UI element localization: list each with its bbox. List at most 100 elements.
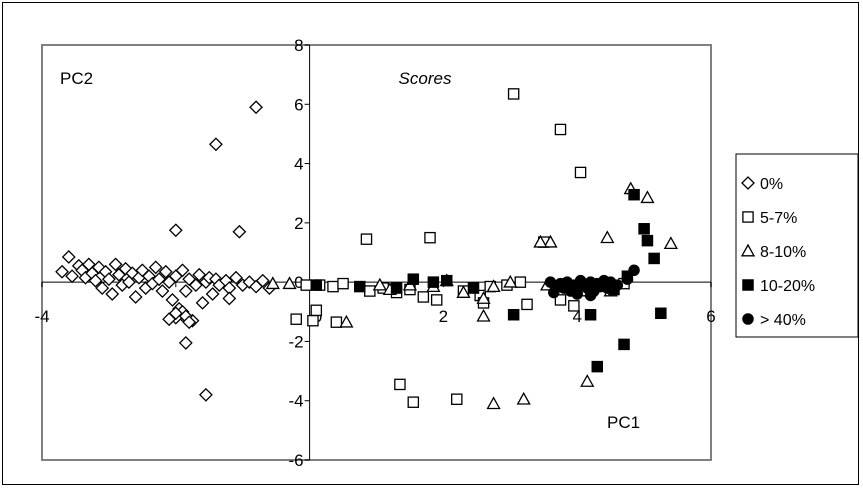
data-point — [360, 233, 373, 245]
data-point — [178, 335, 193, 350]
data-point — [327, 280, 339, 293]
data-point — [584, 289, 597, 302]
data-point — [307, 314, 319, 327]
data-point — [155, 284, 170, 298]
data-point — [55, 264, 69, 279]
y-tick-label: 8 — [294, 36, 303, 55]
legend-marker — [742, 211, 754, 223]
data-point — [168, 306, 183, 321]
data-point — [548, 286, 560, 299]
data-point — [148, 260, 163, 275]
data-point — [95, 281, 110, 295]
data-point — [158, 264, 173, 279]
data-point — [300, 279, 313, 291]
data-point — [648, 252, 660, 265]
data-point — [364, 285, 376, 297]
data-point — [205, 287, 220, 301]
data-point — [128, 290, 143, 304]
x-tick-label: 6 — [706, 307, 715, 326]
data-point — [507, 88, 520, 100]
data-point — [580, 374, 595, 387]
data-point — [521, 298, 533, 311]
legend-marker — [740, 243, 756, 257]
legend-marker — [742, 313, 754, 325]
data-point — [255, 273, 270, 288]
data-point — [182, 315, 197, 330]
data-point — [514, 276, 527, 288]
data-point — [152, 272, 166, 287]
x-axis-label: PC1 — [607, 413, 640, 432]
legend-label: 10-20% — [760, 278, 815, 295]
y-tick-label: -4 — [288, 392, 303, 411]
legend-box — [735, 153, 859, 338]
data-point — [232, 224, 247, 239]
data-point — [195, 295, 210, 310]
legend-label: > 40% — [760, 312, 806, 329]
data-point — [476, 308, 491, 322]
y-tick-label: 6 — [294, 95, 303, 114]
data-point — [554, 123, 567, 136]
data-point — [417, 291, 430, 303]
data-point — [638, 223, 650, 235]
legend-marker — [741, 176, 755, 190]
data-point — [640, 190, 655, 204]
data-point — [407, 396, 420, 408]
data-point — [430, 294, 443, 306]
data-point — [192, 267, 207, 282]
legend-label: 0% — [760, 176, 783, 193]
data-point — [222, 291, 237, 306]
legend-label: 5-7% — [760, 210, 797, 227]
data-point — [543, 234, 558, 248]
data-point — [339, 314, 354, 328]
data-point — [165, 293, 180, 307]
data-point — [507, 308, 520, 321]
chart-title: Scores — [399, 69, 452, 88]
y-axis-label: PC2 — [60, 69, 93, 88]
data-point — [503, 274, 518, 288]
data-point — [188, 278, 203, 293]
y-tick-label: -6 — [288, 451, 303, 470]
y-tick-label: 2 — [294, 214, 303, 233]
data-point — [554, 294, 567, 306]
data-point — [655, 307, 667, 320]
data-point — [61, 250, 76, 264]
data-point — [168, 223, 183, 238]
data-point — [108, 257, 123, 272]
y-tick-label: 0 — [294, 273, 303, 292]
data-point — [641, 234, 654, 247]
data-point — [88, 273, 103, 288]
data-point — [105, 287, 120, 301]
data-point — [249, 100, 263, 115]
data-point — [372, 277, 387, 291]
data-point — [663, 236, 678, 250]
data-point — [451, 393, 463, 405]
data-point — [568, 300, 580, 312]
legend-marker — [742, 279, 754, 291]
data-point — [427, 276, 440, 288]
data-point — [621, 273, 634, 285]
data-point — [390, 282, 403, 294]
x-tick-label: 4 — [572, 307, 581, 326]
data-point — [337, 277, 349, 290]
data-point — [407, 273, 420, 285]
data-point — [628, 264, 640, 277]
data-point — [571, 288, 583, 300]
data-point — [394, 378, 406, 391]
data-point — [229, 270, 243, 285]
data-point — [574, 166, 587, 179]
data-point — [544, 276, 557, 288]
x-tick-label: 2 — [439, 307, 448, 326]
data-point — [440, 274, 453, 287]
data-point — [486, 279, 501, 293]
data-point — [584, 308, 597, 321]
x-tick-label: -4 — [34, 307, 49, 326]
y-tick-label: 4 — [294, 155, 303, 174]
data-point — [65, 269, 80, 284]
data-point — [178, 284, 193, 298]
data-point — [175, 263, 190, 278]
data-point — [591, 360, 604, 373]
data-point — [310, 279, 323, 291]
legend-label: 8-10% — [760, 244, 806, 261]
data-point — [330, 316, 343, 328]
data-point — [310, 304, 323, 317]
